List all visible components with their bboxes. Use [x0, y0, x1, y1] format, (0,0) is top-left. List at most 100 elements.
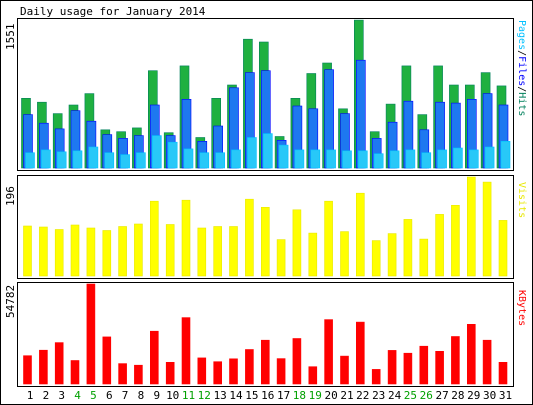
pages-bar-day-27: [437, 149, 447, 169]
kbytes-bar-day-17: [276, 358, 286, 385]
visits-ymax-label: 196: [4, 186, 17, 206]
visits-bar-day-7: [118, 226, 127, 277]
kbytes-bar-day-18: [292, 338, 302, 385]
visits-bar-day-17: [276, 239, 286, 277]
pages-bar-day-19: [310, 149, 321, 169]
day-label-10: 10: [166, 389, 179, 402]
legend-part-0-2: Files: [516, 56, 527, 86]
kbytes-bar-day-28: [451, 336, 460, 385]
visits-bar-day-30: [482, 181, 492, 277]
legend-part-1-0: Visits: [516, 182, 527, 218]
pages-bar-day-17: [278, 144, 289, 169]
pages-bar-day-10: [167, 141, 178, 169]
visits-bar-day-9: [150, 200, 159, 277]
kbytes-bar-day-9: [150, 330, 159, 385]
kbytes-bar-day-20: [324, 319, 333, 385]
kbytes-bar-day-25: [403, 352, 413, 385]
day-label-8: 8: [138, 389, 145, 402]
day-label-18: 18: [293, 389, 306, 402]
day-label-5: 5: [90, 389, 97, 402]
visits-bar-day-3: [54, 229, 64, 277]
pages-bar-day-8: [136, 152, 146, 169]
kbytes-bar-day-4: [70, 360, 80, 385]
visits-bar-day-25: [403, 219, 413, 277]
visits-bar-day-14: [229, 226, 238, 277]
pages-bar-day-29: [468, 149, 479, 169]
day-label-20: 20: [324, 389, 337, 402]
hits-ymax-label: 1551: [4, 24, 17, 51]
day-label-26: 26: [420, 389, 433, 402]
day-label-28: 28: [451, 389, 464, 402]
legend-part-2-0: KBytes: [516, 290, 527, 326]
pages-bar-day-28: [453, 147, 463, 169]
visits-bar-day-2: [39, 226, 48, 277]
kbytes-bar-day-29: [466, 323, 476, 385]
day-label-21: 21: [340, 389, 353, 402]
pages-bar-day-9: [152, 135, 162, 169]
visits-bar-day-16: [260, 207, 270, 277]
hits-panel-legend: Pages/Files/Hits: [516, 20, 527, 116]
hits-panel-bars: [21, 19, 511, 169]
legend-part-0-1: /: [516, 50, 527, 56]
day-label-24: 24: [388, 389, 402, 402]
visits-bar-day-6: [102, 230, 112, 277]
day-label-27: 27: [435, 389, 448, 402]
visits-panel-bars: [23, 176, 508, 277]
visits-panel-legend: Visits: [516, 182, 527, 218]
kbytes-bar-day-21: [340, 355, 349, 385]
kbytes-bar-day-12: [197, 357, 207, 385]
legend-part-0-0: Pages: [516, 20, 527, 50]
day-label-11: 11: [182, 389, 195, 402]
visits-bar-day-29: [466, 176, 476, 277]
day-label-22: 22: [356, 389, 369, 402]
kbytes-bar-day-19: [308, 366, 318, 385]
day-label-14: 14: [229, 389, 243, 402]
kbytes-bar-day-3: [54, 342, 64, 385]
pages-bar-day-18: [294, 149, 305, 169]
visits-bar-day-31: [498, 220, 508, 277]
visits-bar-day-10: [165, 224, 175, 277]
kbytes-panel-bars: [23, 283, 508, 385]
kbytes-bar-day-6: [102, 336, 112, 385]
day-label-25: 25: [404, 389, 417, 402]
day-label-4: 4: [74, 389, 81, 402]
pages-bar-day-25: [405, 149, 416, 169]
kbytes-bar-day-16: [260, 339, 270, 385]
kbytes-bar-day-10: [165, 361, 175, 385]
kbytes-bar-day-1: [23, 355, 32, 385]
day-label-16: 16: [261, 389, 274, 402]
visits-bar-day-26: [419, 238, 429, 277]
pages-bar-day-31: [500, 141, 511, 169]
day-label-6: 6: [106, 389, 113, 402]
kbytes-bar-day-30: [482, 339, 492, 385]
legend-part-0-4: Hits: [516, 92, 527, 116]
day-label-1: 1: [27, 389, 34, 402]
kbytes-bar-day-24: [387, 350, 397, 385]
pages-bar-day-23: [373, 153, 384, 169]
visits-bar-day-18: [292, 209, 302, 277]
visits-panel-frame: [17, 175, 514, 279]
day-label-19: 19: [309, 389, 322, 402]
visits-bar-day-23: [371, 240, 381, 277]
pages-bar-day-15: [247, 137, 257, 169]
pages-bar-day-30: [484, 146, 495, 169]
day-label-3: 3: [58, 389, 65, 402]
kbytes-ymax-label: 54782: [4, 285, 17, 318]
kbytes-bar-day-7: [118, 363, 127, 385]
day-label-29: 29: [467, 389, 480, 402]
visits-bar-day-24: [387, 233, 397, 277]
visits-bar-day-28: [451, 205, 460, 277]
visits-bar-day-4: [70, 224, 80, 277]
visits-bar-day-15: [245, 198, 254, 277]
pages-bar-day-14: [231, 149, 241, 169]
day-axis-labels: 1 2 3 4 5 6 7 8 9 10 11 12 13 14 15 16 17 18 19 20 21 22 23 24 2…: [27, 389, 512, 402]
kbytes-bar-day-2: [39, 349, 48, 385]
legend-part-0-3: /: [516, 86, 527, 92]
day-label-30: 30: [483, 389, 496, 402]
visits-bar-day-1: [23, 225, 32, 277]
chart-title: Daily usage for January 2014: [20, 5, 206, 18]
kbytes-bar-day-23: [371, 369, 381, 385]
pages-bar-day-12: [199, 152, 210, 169]
visits-bar-day-21: [340, 231, 349, 277]
